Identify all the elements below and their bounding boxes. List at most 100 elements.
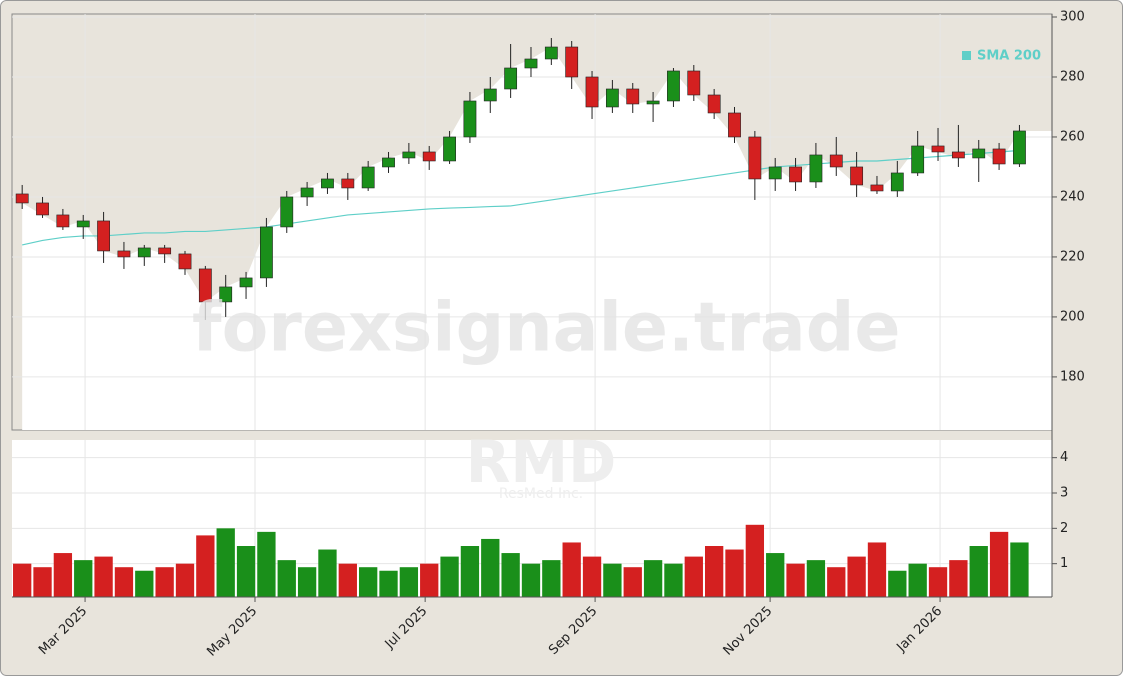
candle-body <box>56 214 70 228</box>
volume-bar <box>155 567 174 597</box>
candle-body <box>605 88 619 108</box>
volume-bar <box>460 546 480 597</box>
candle-body <box>972 148 986 159</box>
candle-body <box>443 136 456 162</box>
volume-bar <box>501 553 520 597</box>
candle-body <box>829 154 843 168</box>
volume-bar <box>420 563 439 597</box>
volume-bar <box>867 542 887 597</box>
candle-body <box>890 172 904 192</box>
volume-bar <box>766 553 785 597</box>
candle-body <box>97 220 110 252</box>
volume-bar <box>725 549 744 597</box>
candle-body <box>951 151 965 159</box>
legend-label: SMA 200 <box>977 49 1041 64</box>
volume-bar <box>277 560 296 597</box>
candle-body <box>117 250 131 258</box>
close-area <box>22 46 1052 431</box>
volume-bar <box>969 546 988 597</box>
y-tick-label: 300 <box>1060 9 1085 24</box>
volume-bar <box>175 563 195 597</box>
volume-tick-label: 2 <box>1060 521 1068 536</box>
volume-bar <box>135 570 154 597</box>
volume-bar <box>114 567 134 597</box>
candle-body <box>748 136 762 180</box>
volume-bar <box>562 542 581 597</box>
volume-bar <box>888 570 907 597</box>
volume-bar <box>704 546 724 597</box>
candle-body <box>768 166 782 180</box>
volume-bar <box>847 556 866 597</box>
volume-bar <box>949 560 968 597</box>
candle-body <box>1013 130 1026 165</box>
candle-body <box>626 88 640 105</box>
legend-swatch <box>962 51 971 60</box>
candle-body <box>667 70 680 102</box>
volume-bar <box>33 567 52 597</box>
volume-bar <box>359 567 378 597</box>
candle-body <box>341 178 355 189</box>
volume-bar <box>603 563 622 597</box>
volume-bar <box>1010 542 1029 597</box>
y-tick-label: 260 <box>1060 129 1085 144</box>
candle-body <box>463 100 477 138</box>
candle-body <box>687 70 701 96</box>
volume-bar <box>318 549 337 597</box>
candle-body <box>76 220 90 228</box>
candle-body <box>850 166 864 186</box>
volume-bar <box>643 560 663 597</box>
candle-body <box>300 187 314 198</box>
volume-bar <box>786 563 805 597</box>
candle-body <box>992 148 1006 165</box>
candle-body <box>198 268 212 303</box>
candle-body <box>36 202 49 216</box>
volume-bar <box>379 570 398 597</box>
volume-bar <box>53 553 73 597</box>
volume-bar <box>440 556 459 597</box>
candle-body <box>931 145 945 153</box>
candle-body <box>239 277 253 288</box>
candle-body <box>565 46 579 78</box>
candle-body <box>422 151 436 162</box>
volume-bar <box>196 535 215 597</box>
y-tick-label: 240 <box>1060 189 1085 204</box>
volume-bar <box>481 538 500 597</box>
candle-body <box>178 253 192 270</box>
candle-body <box>524 58 538 69</box>
volume-bar <box>521 563 541 597</box>
volume-bar <box>257 531 276 597</box>
volume-bar <box>684 556 703 597</box>
candle-body <box>585 76 599 108</box>
sma-line <box>22 149 1020 246</box>
y-tick-label: 220 <box>1060 249 1085 264</box>
volume-bar <box>542 560 561 597</box>
volume-bar <box>908 563 927 597</box>
candle-body <box>158 247 172 255</box>
volume-bar <box>989 531 1009 597</box>
candle-body <box>870 184 884 192</box>
candle-body <box>321 178 334 189</box>
candle-body <box>382 157 395 168</box>
candle-body <box>361 166 375 189</box>
candle-body <box>280 196 294 228</box>
candle-body <box>544 46 558 60</box>
watermark: forexsignale.trade <box>192 289 901 368</box>
volume-bar <box>13 563 32 597</box>
candle-body <box>483 88 497 102</box>
candle-body <box>15 193 29 204</box>
volume-bar <box>827 567 846 597</box>
volume-bar <box>745 524 765 597</box>
candle-body <box>259 226 273 279</box>
candle-body <box>728 112 741 138</box>
candle-body <box>402 151 416 159</box>
candle-body <box>219 286 233 303</box>
volume-bar <box>297 567 317 597</box>
volume-bar <box>582 556 602 597</box>
volume-bar <box>236 546 256 597</box>
candle-body <box>646 100 660 105</box>
y-tick-label: 280 <box>1060 69 1085 84</box>
volume-bar <box>338 563 357 597</box>
volume-bar <box>664 563 683 597</box>
volume-bar <box>928 567 948 597</box>
